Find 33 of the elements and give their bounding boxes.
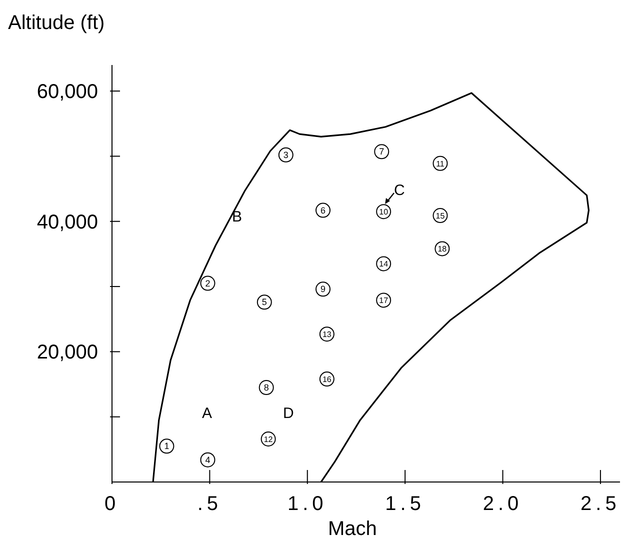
annotation: B — [232, 208, 242, 226]
annotation: 7 — [379, 146, 384, 157]
annotation: C — [394, 182, 405, 200]
x-tick-label: 2.0 — [482, 493, 523, 515]
x-tick-label: 1.0 — [287, 493, 328, 515]
annotation: 11 — [436, 159, 445, 168]
x-axis-title: Mach — [328, 518, 377, 541]
annotation: 14 — [379, 260, 389, 269]
annotation: 5 — [262, 297, 267, 308]
x-tick-label: .5 — [197, 493, 222, 515]
annotation: 17 — [379, 296, 389, 306]
y-tick-label: 20,000 — [36, 342, 98, 364]
annotation: 12 — [264, 434, 274, 444]
y-tick-label: 40,000 — [36, 211, 98, 234]
annotation: 9 — [320, 284, 326, 294]
annotation: 6 — [320, 205, 326, 216]
annotation: 4 — [205, 454, 210, 465]
annotation: 15 — [436, 212, 446, 221]
annotation: 10 — [379, 208, 389, 217]
annotation: 2 — [205, 278, 210, 288]
annotation: 13 — [322, 330, 332, 340]
annotation: D — [283, 405, 294, 423]
annotation: 16 — [322, 375, 332, 384]
x-tick-label: 1.5 — [385, 493, 425, 515]
y-axis-title: Altitude (ft) — [8, 12, 105, 35]
y-tick-label: 60,000 — [36, 81, 98, 104]
annotation: 1 — [164, 441, 170, 452]
x-tick-label: 2.5 — [580, 493, 620, 515]
annotation: 8 — [264, 382, 269, 393]
annotation: 3 — [283, 150, 288, 160]
annotation: 18 — [438, 244, 448, 254]
annotation: A — [202, 405, 212, 423]
x-tick-label: 0 — [104, 493, 120, 515]
